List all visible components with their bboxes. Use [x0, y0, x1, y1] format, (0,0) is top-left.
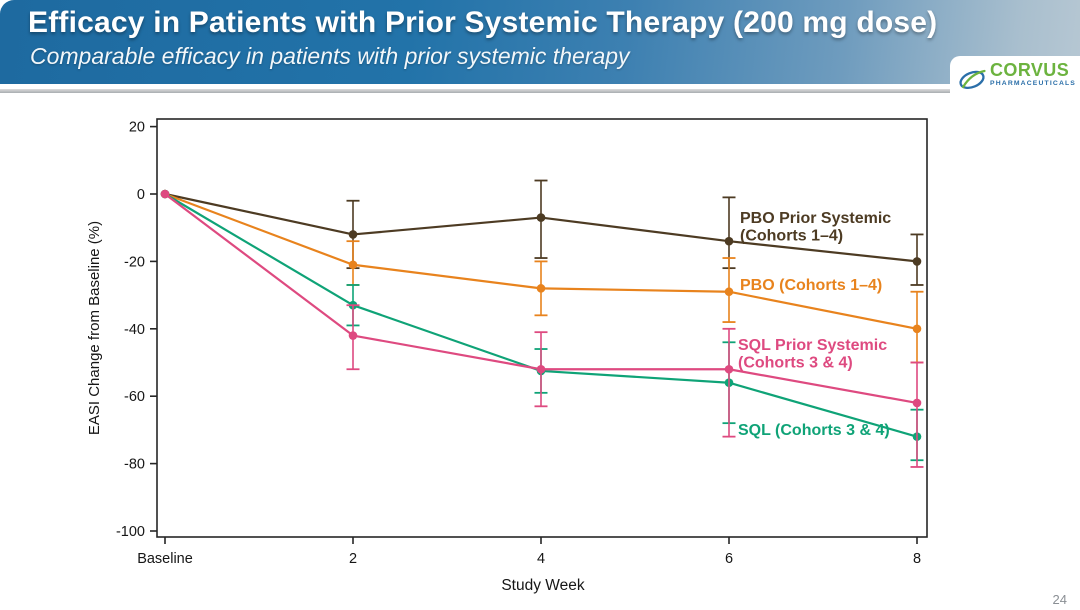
data-point — [724, 287, 734, 297]
y-tick-label: 20 — [129, 120, 145, 136]
data-point — [348, 260, 358, 270]
x-axis-title: Study Week — [501, 577, 585, 594]
corvus-logo: CORVUS PHARMACEUTICALS — [950, 56, 1080, 101]
x-axis: Baseline 2 4 6 8 — [137, 537, 921, 567]
series-pbo-prior-systemic-cohorts-1-4 — [160, 179, 924, 286]
page-number: 24 — [1052, 592, 1067, 607]
series-label-line: PBO (Cohorts 1–4) — [740, 277, 882, 294]
slide-title: Efficacy in Patients with Prior Systemic… — [28, 6, 938, 39]
corvus-logo-tagline: PHARMACEUTICALS — [990, 79, 1076, 87]
data-point — [536, 213, 546, 222]
y-tick-label: -40 — [124, 322, 145, 338]
series-label-line: (Cohorts 3 & 4) — [738, 355, 853, 372]
data-point — [160, 189, 170, 199]
series-label-line: SQL Prior Systemic — [738, 337, 887, 354]
series-label-pbo-cohorts-1-4: PBO (Cohorts 1–4) — [740, 277, 882, 294]
x-tick-label: 6 — [725, 551, 733, 567]
x-tick-label: 2 — [349, 551, 357, 567]
y-tick-label: -20 — [124, 254, 145, 270]
slide-subtitle: Comparable efficacy in patients with pri… — [30, 43, 630, 69]
y-tick-label: -100 — [116, 524, 145, 540]
data-point — [724, 236, 734, 246]
series-label-pbo-prior-systemic-cohorts-1-4: PBO Prior Systemic(Cohorts 1–4) — [740, 210, 891, 245]
plot-border — [156, 118, 928, 538]
y-tick-label: -60 — [124, 389, 145, 405]
data-point — [912, 398, 922, 408]
data-point — [912, 324, 922, 334]
slide-header: Efficacy in Patients with Prior Systemic… — [0, 0, 1080, 84]
x-tick-label: 8 — [913, 551, 921, 567]
series-label-line: PBO Prior Systemic — [740, 210, 891, 227]
y-axis-title: EASI Change from Baseline (%) — [86, 221, 103, 435]
data-point — [536, 284, 546, 293]
header-divider — [0, 84, 1080, 101]
data-point — [912, 257, 922, 266]
data-point — [348, 230, 358, 239]
series-label-sql-prior-systemic-cohorts-3-4: SQL Prior Systemic(Cohorts 3 & 4) — [738, 337, 887, 372]
corvus-logo-text: CORVUS PHARMACEUTICALS — [990, 61, 1076, 87]
data-point — [536, 364, 546, 374]
data-point — [348, 331, 358, 340]
y-tick-label: -80 — [124, 457, 145, 473]
y-tick-label: 0 — [137, 187, 145, 203]
corvus-logo-name: CORVUS — [990, 60, 1070, 80]
series-sql-prior-systemic-cohorts-3-4 — [160, 189, 924, 468]
data-point — [724, 364, 734, 374]
x-tick-label: 4 — [537, 551, 545, 567]
series-pbo-cohorts-1-4 — [160, 189, 924, 364]
series-label-line: SQL (Cohorts 3 & 4) — [738, 422, 890, 439]
corvus-swoosh-icon — [959, 69, 986, 90]
y-axis: 20 0 -20 -40 -60 -80 -100 — [116, 120, 157, 540]
efficacy-line-chart: 20 0 -20 -40 -60 -80 -100 EASI Change from Base… — [86, 118, 928, 594]
series-label-line: (Cohorts 1–4) — [740, 228, 843, 245]
x-tick-label: Baseline — [137, 551, 193, 567]
series-label-sql-cohorts-3-4: SQL (Cohorts 3 & 4) — [738, 422, 890, 439]
